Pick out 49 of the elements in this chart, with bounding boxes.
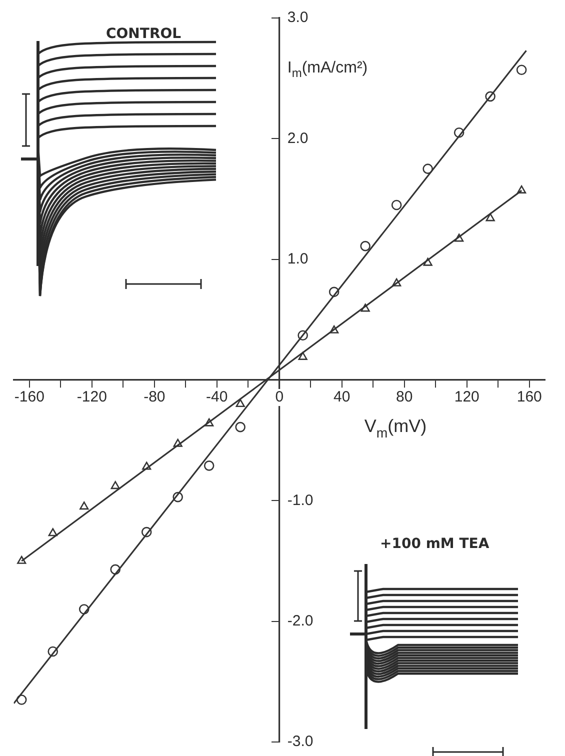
x-tick-label: -40 bbox=[206, 388, 228, 406]
point bbox=[78, 604, 90, 614]
y-tick-label: 2.0 bbox=[287, 130, 308, 147]
x-tick-label: 80 bbox=[396, 388, 413, 406]
point bbox=[48, 528, 58, 536]
x-tick-label: -120 bbox=[76, 388, 107, 406]
y-tick-label: -3.0 bbox=[287, 733, 314, 750]
point bbox=[173, 438, 182, 447]
point bbox=[486, 213, 495, 222]
point bbox=[454, 234, 464, 242]
point bbox=[360, 304, 370, 312]
x-tick-label: 40 bbox=[334, 388, 350, 406]
x-tick-label: -80 bbox=[144, 388, 166, 406]
point bbox=[172, 492, 183, 502]
point bbox=[298, 352, 308, 360]
point bbox=[516, 64, 527, 76]
point bbox=[16, 694, 27, 705]
point bbox=[330, 325, 339, 334]
point bbox=[423, 258, 432, 266]
point bbox=[485, 91, 496, 102]
point bbox=[80, 502, 89, 510]
point bbox=[204, 418, 214, 426]
annotation: +100 mM TEA bbox=[380, 536, 490, 552]
point bbox=[298, 330, 308, 341]
point bbox=[17, 556, 26, 564]
point bbox=[142, 462, 152, 470]
x-tick-label: 160 bbox=[516, 388, 542, 406]
x-tick-label: -160 bbox=[14, 388, 44, 406]
annotation: CONTROL bbox=[106, 26, 182, 42]
point bbox=[110, 481, 120, 490]
point bbox=[48, 646, 58, 657]
point bbox=[110, 564, 121, 575]
point bbox=[392, 278, 402, 286]
x-tick-label: 0 bbox=[275, 388, 284, 406]
point bbox=[517, 185, 526, 194]
point bbox=[236, 398, 245, 408]
y-tick-label: -2.0 bbox=[287, 612, 314, 630]
x-tick-label: 120 bbox=[454, 388, 480, 406]
y-tick-label: 3.0 bbox=[287, 9, 308, 26]
y-tick-label: -1.0 bbox=[287, 492, 314, 509]
point bbox=[141, 526, 152, 538]
point bbox=[204, 460, 214, 471]
point bbox=[360, 240, 370, 252]
point bbox=[422, 164, 433, 174]
point bbox=[391, 200, 402, 210]
point bbox=[235, 422, 246, 432]
point bbox=[454, 127, 464, 138]
point bbox=[328, 286, 340, 298]
y-tick-label: 1.0 bbox=[287, 250, 308, 268]
